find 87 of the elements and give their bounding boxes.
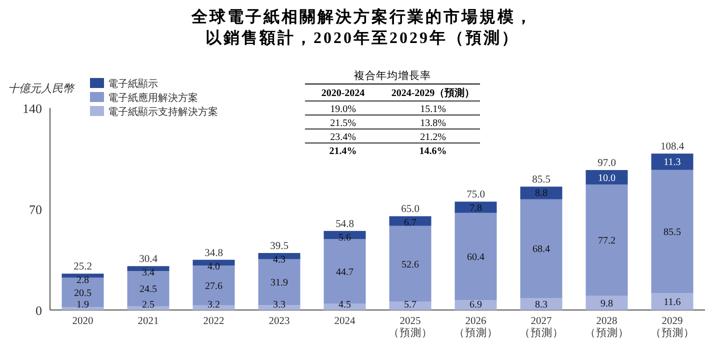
- bar: [586, 170, 628, 184]
- data-label: 60.4: [467, 252, 484, 263]
- x-tick-label: 2025 （預測）: [388, 316, 432, 339]
- total-label: 54.8: [336, 218, 354, 230]
- data-label: 8.3: [535, 300, 548, 310]
- data-label: 4.0: [208, 261, 220, 272]
- data-label: 8.8: [535, 188, 548, 200]
- total-label: 39.5: [270, 241, 288, 252]
- data-label: 10.0: [598, 172, 616, 184]
- data-label: 11.3: [664, 157, 681, 168]
- total-label: 75.0: [466, 190, 485, 201]
- x-tick-label: 2020: [72, 316, 94, 327]
- data-label: 6.9: [470, 300, 482, 310]
- data-label: 85.5: [664, 227, 681, 238]
- annotation: 19.0%: [330, 104, 356, 115]
- total-label: 85.5: [532, 174, 550, 186]
- bar: [454, 212, 497, 300]
- bar: [454, 202, 497, 213]
- data-label: 1.9: [76, 300, 89, 310]
- bar: [586, 296, 628, 310]
- legend-label: 電子紙顯示支持解決方案: [108, 106, 218, 118]
- data-label: 5.7: [404, 300, 416, 310]
- bar: [62, 307, 104, 310]
- data-label: 7.8: [470, 203, 482, 214]
- data-label: 4.5: [338, 300, 351, 310]
- y-tick-label: 0: [36, 303, 42, 318]
- bar: [454, 300, 497, 310]
- data-label: 44.7: [336, 266, 354, 278]
- bar: [389, 226, 432, 302]
- total-label: 108.4: [660, 142, 685, 153]
- bar: [651, 170, 694, 294]
- data-label: 3.2: [208, 300, 220, 310]
- data-label: 4.3: [273, 254, 286, 266]
- annotation: 23.4%: [330, 132, 356, 143]
- data-label: 2.5: [142, 300, 154, 310]
- data-label: 6.7: [404, 218, 416, 229]
- annotation: 21.2%: [420, 132, 446, 143]
- x-tick-label: 2024: [334, 316, 356, 327]
- chart-title: 全球電子紙相關解決方案行業的市場規模，以銷售額計，2020年至2029年（預測）: [190, 7, 534, 47]
- total-label: 97.0: [598, 158, 616, 170]
- data-label: 11.6: [664, 297, 681, 308]
- annotation: 21.5%: [330, 118, 356, 129]
- y-tick-label: 140: [22, 101, 42, 116]
- legend-label: 電子紙應用解決方案: [108, 92, 198, 104]
- annotation: 13.8%: [420, 118, 446, 129]
- x-tick-label: 2029 （預測）: [650, 316, 694, 339]
- x-tick-label: 2023: [268, 316, 290, 327]
- bar: [389, 216, 432, 226]
- bar: [651, 293, 694, 310]
- x-tick-label: 2026 （預測）: [454, 316, 498, 339]
- bar: [127, 306, 170, 310]
- data-label: 3.4: [142, 268, 154, 279]
- total-label: 65.0: [401, 204, 420, 216]
- x-tick-label: 2028 （預測）: [584, 316, 629, 339]
- data-label: 52.6: [402, 259, 419, 270]
- x-tick-label: 2021: [138, 316, 159, 327]
- y-tick-label: 70: [29, 202, 42, 217]
- data-label: 2.8: [76, 275, 89, 286]
- bar: [586, 184, 628, 296]
- data-label: 27.6: [205, 280, 222, 292]
- data-label: 24.5: [140, 284, 157, 296]
- annotation: 15.1%: [420, 104, 446, 115]
- data-label: 20.5: [74, 288, 92, 299]
- total-label: 25.2: [74, 262, 92, 273]
- bar: [62, 278, 104, 308]
- bar: [389, 302, 432, 310]
- legend-label: 電子紙顯示: [108, 78, 158, 90]
- text: 複合年均增長率: [354, 69, 431, 82]
- total-label: 30.4: [139, 254, 158, 266]
- text: 2024-2029（預測）: [391, 87, 475, 99]
- data-label: 9.8: [600, 298, 613, 310]
- annotation: 21.4%: [329, 146, 357, 157]
- bar: [520, 298, 562, 310]
- data-label: 3.3: [273, 300, 286, 310]
- bar: [62, 274, 104, 278]
- annotation: 14.6%: [419, 146, 447, 157]
- x-tick-label: 2027 （預測）: [519, 316, 564, 339]
- data-label: 31.9: [270, 278, 288, 289]
- data-label: 68.4: [532, 244, 550, 256]
- y-axis-title: 十億元人民幣: [8, 82, 76, 95]
- text: 2020-2024: [321, 88, 365, 99]
- bar: [651, 154, 694, 170]
- x-tick-label: 2022: [203, 316, 224, 327]
- total-label: 34.8: [204, 248, 223, 259]
- bar: [520, 199, 562, 298]
- data-label: 77.2: [598, 236, 616, 247]
- bar: [520, 186, 562, 200]
